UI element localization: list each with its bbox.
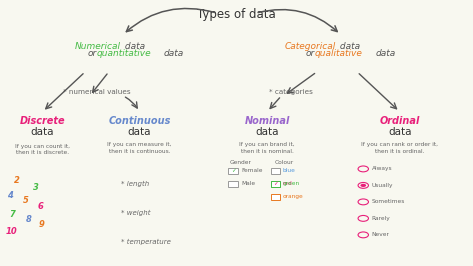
Text: If you can rank or order it,: If you can rank or order it, [361,143,438,147]
Text: * categories: * categories [269,89,313,95]
Text: data: data [122,42,145,51]
Text: quantitative: quantitative [97,49,151,58]
Text: 6: 6 [37,202,43,211]
Text: Nominal: Nominal [245,116,290,126]
Text: * weight: * weight [121,210,150,216]
Text: then it is continuous.: then it is continuous. [109,149,170,153]
Text: Sometimes: Sometimes [372,200,405,204]
Text: 4: 4 [7,191,12,200]
Text: Continuous: Continuous [108,116,171,126]
Text: Numerical: Numerical [75,42,121,51]
Text: * temperature: * temperature [121,239,170,245]
Text: Ordinal: Ordinal [379,116,420,126]
Text: Always: Always [372,167,393,171]
Text: 7: 7 [9,210,15,219]
Text: 10: 10 [6,227,18,236]
Text: then it is discrete.: then it is discrete. [16,151,69,155]
Text: Gender: Gender [229,160,251,165]
Text: Discrete: Discrete [20,116,65,126]
Text: Usually: Usually [372,183,393,188]
Text: ✓: ✓ [231,168,236,173]
FancyBboxPatch shape [271,181,280,187]
Text: red: red [283,181,293,186]
Text: Categorical: Categorical [285,42,336,51]
Text: orange: orange [283,194,304,199]
Text: 3: 3 [33,183,38,192]
Text: ✓: ✓ [273,181,278,186]
Text: 5: 5 [23,196,29,205]
Text: Female: Female [241,168,263,173]
Text: * numerical values: * numerical values [63,89,131,95]
Text: then it is ordinal.: then it is ordinal. [375,149,424,153]
Text: qualitative: qualitative [315,49,362,58]
Text: Colour: Colour [274,160,293,165]
Text: then it is nominal.: then it is nominal. [241,149,294,153]
Text: 8: 8 [26,215,31,224]
Text: If you can count it,: If you can count it, [15,144,70,149]
Text: If you can brand it,: If you can brand it, [239,143,295,147]
Text: data: data [163,49,184,58]
Text: data: data [376,49,396,58]
Text: data: data [31,127,54,137]
Text: blue: blue [283,168,296,173]
Text: data: data [388,127,412,137]
Text: data: data [128,127,151,137]
Text: Never: Never [372,232,390,237]
Text: green: green [283,181,300,186]
FancyBboxPatch shape [228,181,238,187]
Text: data: data [255,127,279,137]
Text: Male: Male [241,181,255,186]
Circle shape [360,184,366,187]
Text: 2: 2 [14,176,19,185]
Text: data: data [337,42,360,51]
Text: If you can measure it,: If you can measure it, [107,143,172,147]
Text: * length: * length [121,181,149,186]
FancyBboxPatch shape [271,194,280,200]
Text: or: or [305,49,315,58]
Text: Rarely: Rarely [372,216,391,221]
Text: 9: 9 [39,220,44,229]
FancyBboxPatch shape [271,181,280,187]
Text: or: or [88,49,97,58]
FancyBboxPatch shape [228,168,238,174]
Text: Types of data: Types of data [197,8,276,21]
FancyBboxPatch shape [271,168,280,174]
